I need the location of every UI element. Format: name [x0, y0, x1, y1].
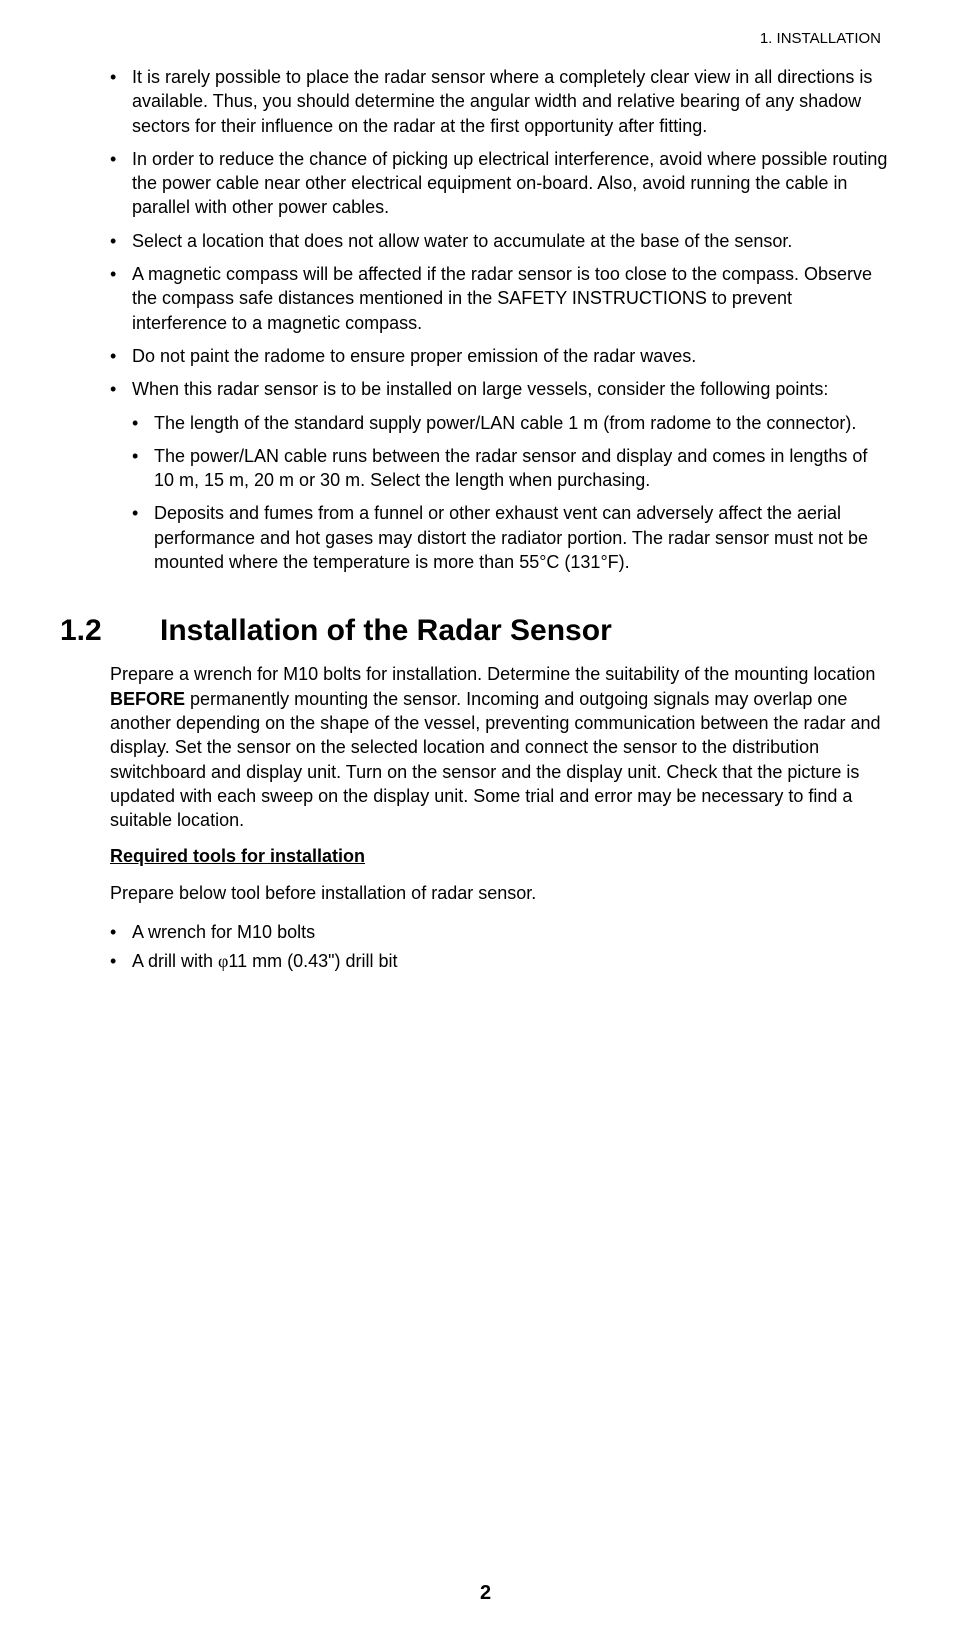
section-number: 1.2 — [60, 614, 160, 648]
tools-intro-paragraph: Prepare below tool before installation o… — [60, 881, 891, 905]
tool-text-post: 11 mm (0.43") drill bit — [228, 951, 397, 971]
section-title: Installation of the Radar Sensor — [160, 614, 612, 648]
chapter-header-label: 1. INSTALLATION — [60, 30, 891, 47]
tool-text-pre: A drill with — [132, 951, 218, 971]
list-item: The length of the standard supply power/… — [132, 411, 891, 435]
list-item: Select a location that does not allow wa… — [110, 229, 891, 253]
list-item-text: When this radar sensor is to be installe… — [132, 379, 828, 399]
subsection-title: Required tools for installation — [60, 846, 891, 867]
section-heading: 1.2 Installation of the Radar Sensor — [60, 614, 891, 648]
installation-notes-list: It is rarely possible to place the radar… — [60, 65, 891, 574]
list-item: Deposits and fumes from a funnel or othe… — [132, 501, 891, 574]
list-item: A wrench for M10 bolts — [110, 920, 891, 945]
list-item: Do not paint the radome to ensure proper… — [110, 344, 891, 368]
list-item: It is rarely possible to place the radar… — [110, 65, 891, 138]
list-item: A drill with φ11 mm (0.43") drill bit — [110, 949, 891, 974]
large-vessels-sublist: The length of the standard supply power/… — [132, 411, 891, 575]
list-item: A magnetic compass will be affected if t… — [110, 262, 891, 335]
section-intro-paragraph: Prepare a wrench for M10 bolts for insta… — [60, 662, 891, 832]
list-item: The power/LAN cable runs between the rad… — [132, 444, 891, 493]
phi-symbol: φ — [218, 951, 228, 971]
list-item: In order to reduce the chance of picking… — [110, 147, 891, 220]
required-tools-list: A wrench for M10 bolts A drill with φ11 … — [60, 920, 891, 974]
paragraph-text-pre: Prepare a wrench for M10 bolts for insta… — [110, 664, 875, 684]
paragraph-text-bold: BEFORE — [110, 689, 185, 709]
paragraph-text-post: permanently mounting the sensor. Incomin… — [110, 689, 881, 830]
list-item-with-sublist: When this radar sensor is to be installe… — [110, 377, 891, 574]
page-number: 2 — [0, 1582, 971, 1605]
